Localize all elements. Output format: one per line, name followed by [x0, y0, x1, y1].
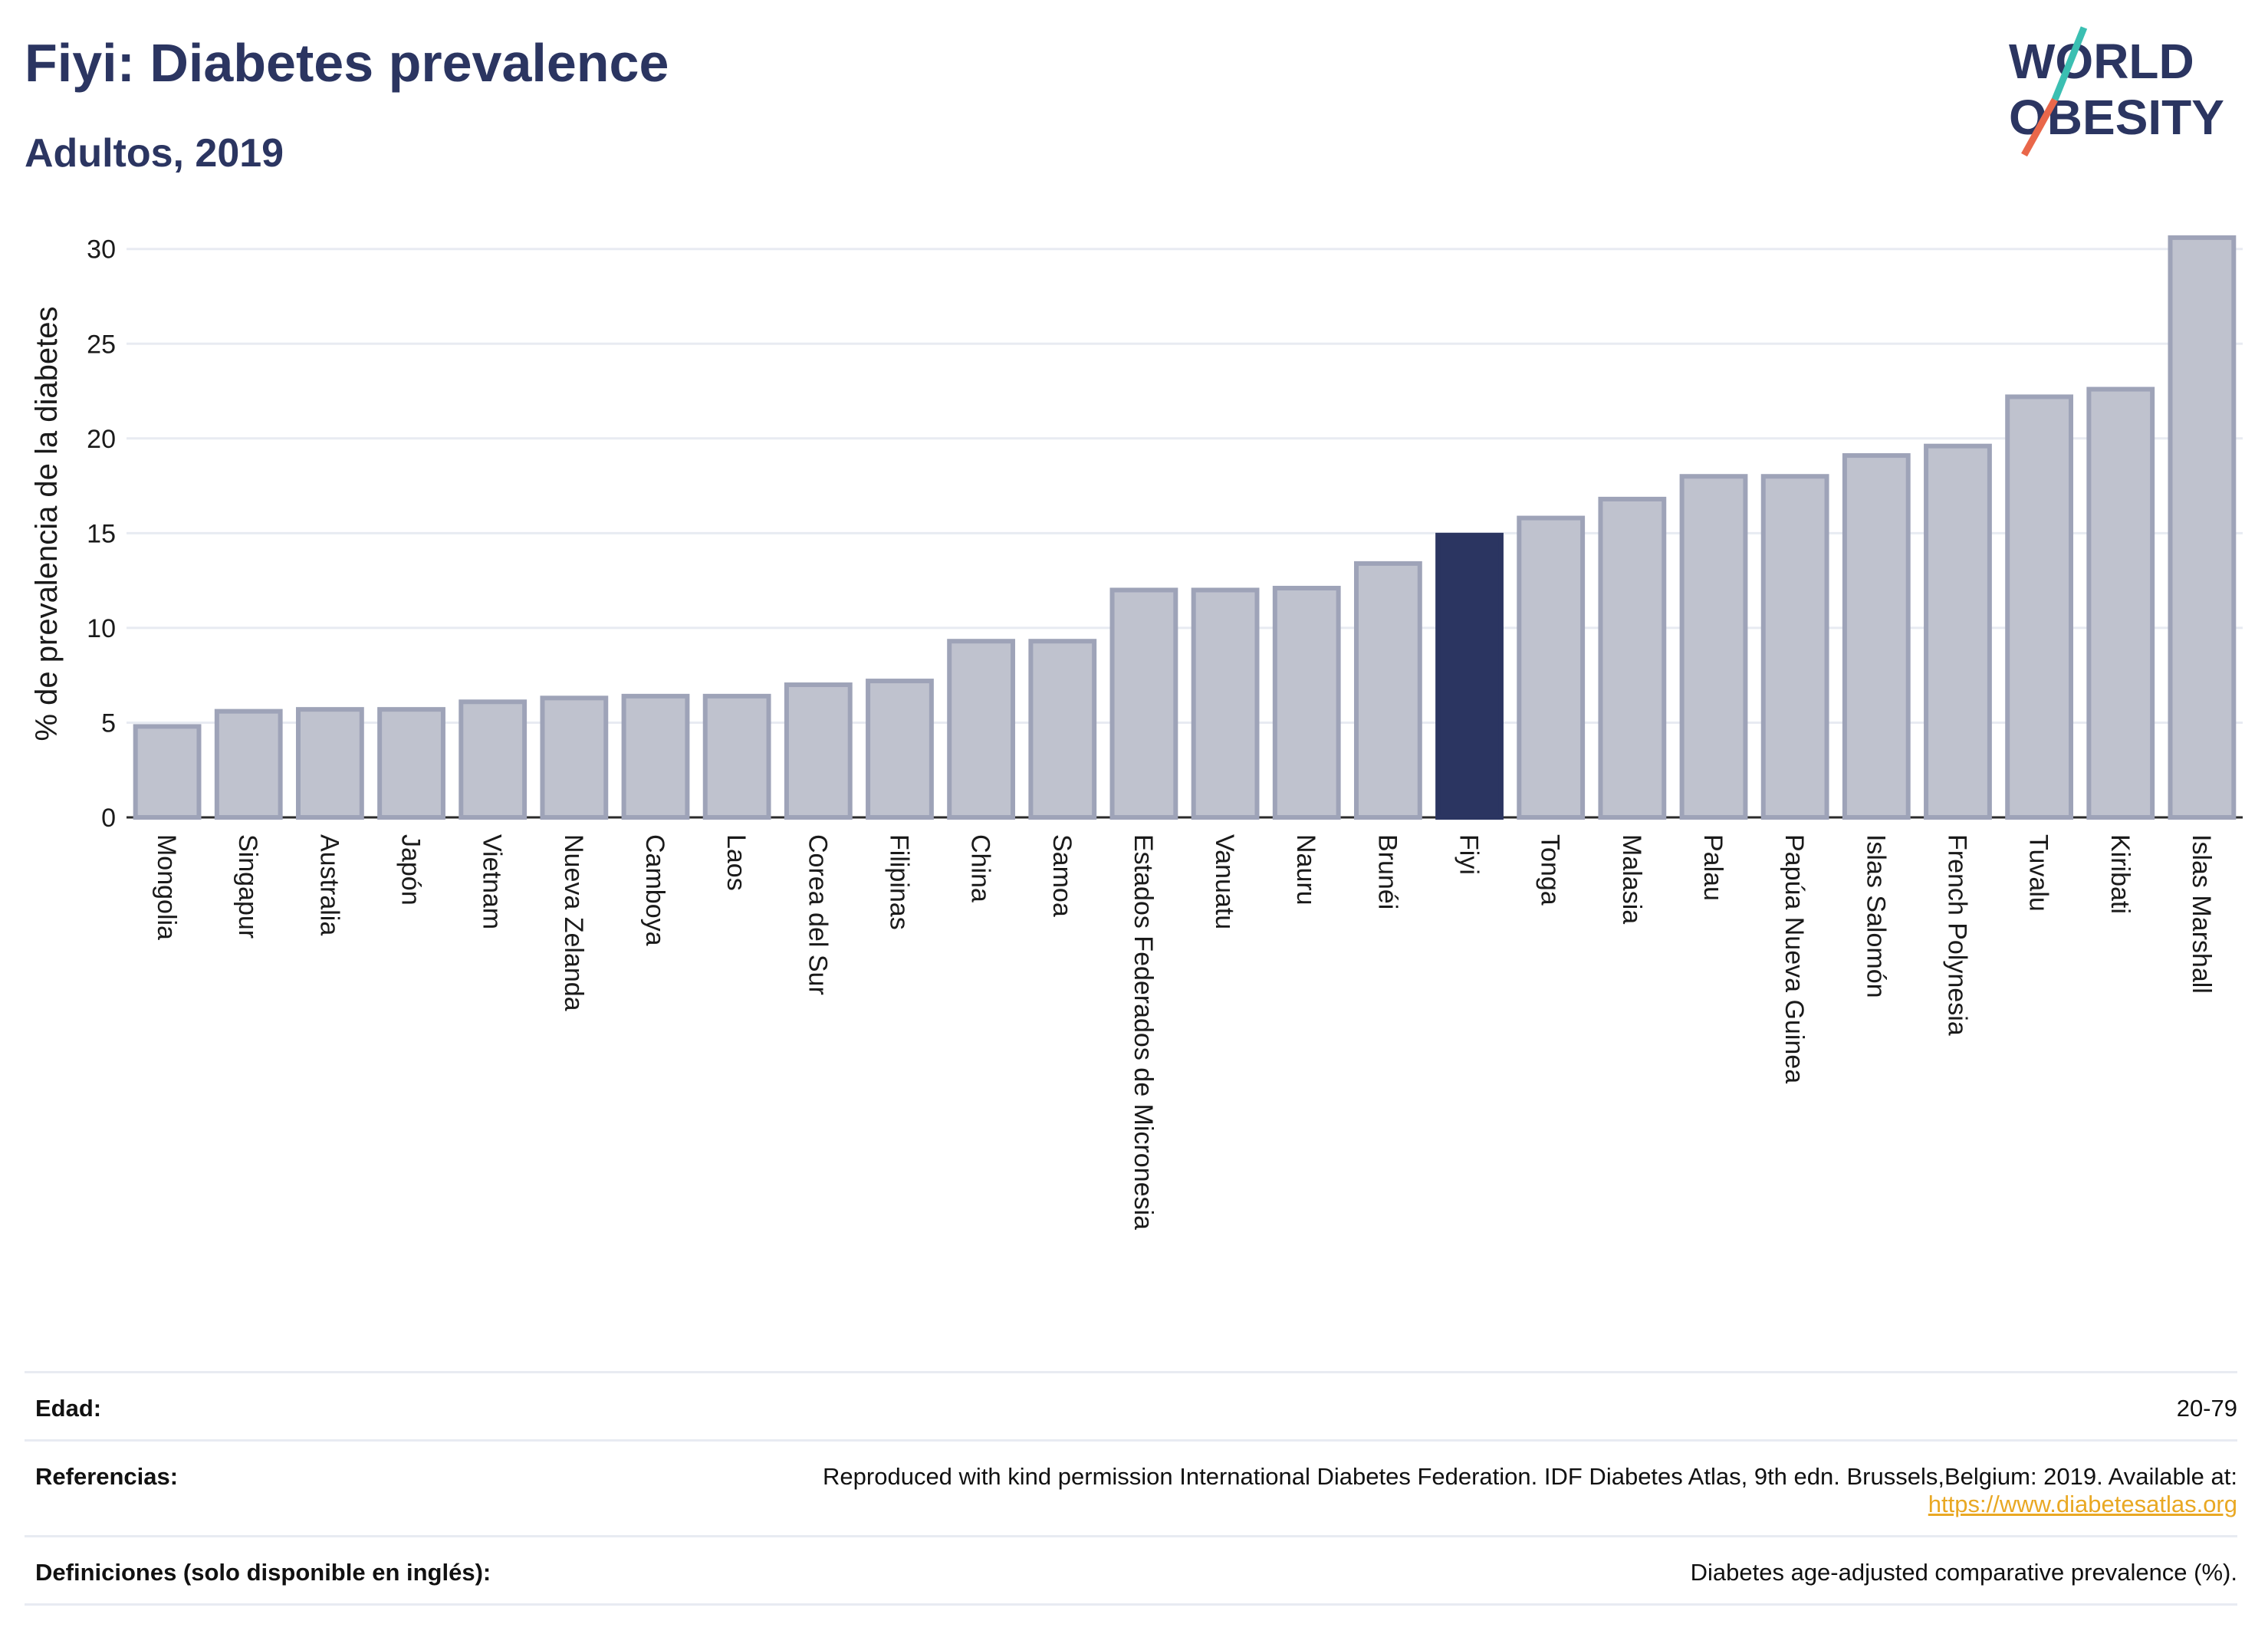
bar-filipinas[interactable]: [866, 679, 934, 820]
y-tick-label: 25: [87, 330, 116, 359]
bar-corea-del-sur[interactable]: [784, 682, 853, 820]
references-label: Referencias:: [35, 1463, 179, 1490]
y-axis-label: % de prevalencia de la diabetes: [30, 306, 64, 741]
x-tick-label: Islas Salomón: [1861, 834, 1890, 998]
y-tick-label: 10: [87, 614, 116, 643]
info-row-age: Edad: 20-79: [25, 1371, 2237, 1439]
x-tick-label: Kiribati: [2105, 834, 2135, 914]
bar-islas-salom-n[interactable]: [1842, 453, 1911, 820]
x-tick-label: Vietnam: [478, 834, 507, 929]
x-tick-label: China: [966, 834, 995, 902]
y-tick-labels: 0 5 10 15 20 25 30: [87, 235, 116, 833]
y-tick-label: 20: [87, 425, 116, 454]
x-tick-label: Vanuatu: [1210, 834, 1239, 929]
bars: [133, 235, 2237, 820]
chart-subtitle: Adultos, 2019: [25, 131, 284, 176]
bar-vietnam[interactable]: [459, 699, 528, 820]
bar-islas-marshall[interactable]: [2168, 235, 2237, 820]
bar-laos[interactable]: [702, 693, 771, 820]
y-tick-label: 0: [101, 804, 116, 833]
definitions-value: Diabetes age-adjusted comparative preval…: [1690, 1559, 2237, 1586]
bar-samoa[interactable]: [1028, 639, 1097, 820]
bar-jap-n[interactable]: [377, 707, 445, 820]
x-tick-label: Mongolia: [152, 834, 181, 940]
x-tick-labels: Mongolia Singapur Australia Japón Vietnam Nue…: [152, 834, 2216, 1230]
age-label: Edad:: [35, 1395, 102, 1422]
x-tick-label: Nueva Zelanda: [559, 834, 588, 1011]
bar-chart: 0 5 10 15 20 25 30 Mongolia Singapur Australia Ja…: [30, 235, 2243, 1230]
bar-nauru[interactable]: [1272, 586, 1341, 820]
x-tick-label: Estados Federados de Micronesia: [1129, 834, 1158, 1230]
world-obesity-logo[interactable]: WORLD OBESITY: [1994, 23, 2254, 161]
references-value: Reproduced with kind permission Internat…: [823, 1463, 2237, 1518]
x-tick-label: Papúa Nueva Guinea: [1780, 834, 1809, 1083]
bar-vanuatu[interactable]: [1191, 587, 1260, 820]
x-tick-label: Corea del Sur: [803, 834, 832, 995]
info-row-definitions: Definiciones (solo disponible en inglés)…: [25, 1535, 2237, 1606]
bar-kiribati[interactable]: [2086, 386, 2155, 820]
bar-malasia[interactable]: [1598, 496, 1667, 820]
bar-french-polynesia[interactable]: [1924, 443, 1992, 820]
y-tick-label: 30: [87, 235, 116, 265]
bar-australia[interactable]: [295, 707, 364, 820]
bar-nueva-zelanda[interactable]: [540, 695, 609, 820]
x-tick-label: Japón: [396, 834, 426, 906]
info-table: Edad: 20-79 Referencias: Reproduced with…: [25, 1371, 2237, 1606]
x-tick-label: Tonga: [1536, 834, 1565, 906]
x-tick-label: Laos: [721, 834, 751, 891]
bar-tuvalu[interactable]: [2005, 394, 2074, 820]
bar-camboya[interactable]: [621, 693, 690, 820]
age-value: 20-79: [2176, 1395, 2237, 1422]
info-row-references: Referencias: Reproduced with kind permis…: [25, 1439, 2237, 1535]
x-tick-label: Malasia: [1617, 834, 1646, 924]
x-tick-label: Tuvalu: [2024, 834, 2053, 912]
references-link[interactable]: https://www.diabetesatlas.org: [1928, 1491, 2237, 1517]
bar-pap-a-nueva-guinea[interactable]: [1760, 474, 1829, 820]
definitions-label: Definiciones (solo disponible en inglés)…: [35, 1559, 491, 1586]
logo-slash-bottom: [2021, 97, 2058, 157]
bar-estados-federados-de-micronesia[interactable]: [1109, 587, 1178, 820]
y-tick-label: 15: [87, 519, 116, 548]
x-tick-label: Brunéi: [1372, 834, 1402, 909]
x-tick-label: Singapur: [233, 834, 262, 939]
bar-china[interactable]: [947, 639, 1016, 820]
bar-tonga[interactable]: [1517, 515, 1586, 820]
bar-palau[interactable]: [1679, 474, 1748, 820]
x-tick-label: French Polynesia: [1942, 834, 1971, 1036]
x-tick-label: Camboya: [640, 834, 669, 946]
references-text: Reproduced with kind permission Internat…: [823, 1463, 2237, 1490]
bar-mongolia[interactable]: [133, 724, 202, 820]
chart-title: Fiyi: Diabetes prevalence: [25, 33, 669, 93]
x-tick-label: Australia: [314, 834, 343, 935]
logo-slash-top: [2051, 26, 2088, 101]
y-tick-label: 5: [101, 709, 116, 738]
x-tick-label: Islas Marshall: [2187, 834, 2216, 994]
logo-line1: WORLD: [2009, 34, 2194, 89]
bar-singapur[interactable]: [214, 709, 283, 820]
x-tick-label: Filipinas: [884, 834, 913, 930]
bar-brun-i[interactable]: [1353, 561, 1422, 820]
bar-fiyi[interactable]: [1435, 532, 1504, 820]
x-tick-label: Fiyi: [1454, 834, 1484, 875]
x-tick-label: Samoa: [1047, 834, 1076, 917]
x-tick-label: Palau: [1698, 834, 1727, 901]
x-tick-label: Nauru: [1291, 834, 1320, 906]
